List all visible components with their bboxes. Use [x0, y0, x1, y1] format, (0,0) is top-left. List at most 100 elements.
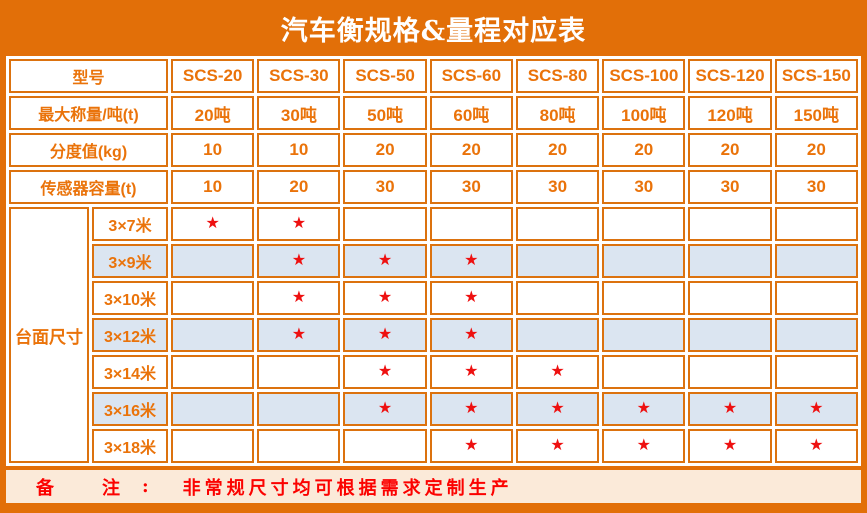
note-label-char1: 备 [36, 477, 54, 499]
star-mark-5-3: ★ [429, 392, 513, 426]
empty-cell-0-7 [774, 207, 858, 241]
param-0-value-2: 50吨 [343, 96, 427, 130]
empty-cell-1-4 [515, 244, 600, 278]
star-mark-2-3: ★ [429, 281, 513, 315]
star-mark-4-4: ★ [515, 355, 600, 389]
note-label-char2: 注 [102, 477, 120, 499]
empty-cell-4-1 [257, 355, 341, 389]
empty-cell-0-2 [343, 207, 427, 241]
star-mark-0-0: ★ [171, 207, 255, 241]
platform-size-label-6: 3×18米 [92, 429, 169, 463]
model-header-scs-60: SCS-60 [429, 59, 513, 93]
empty-cell-5-1 [257, 392, 341, 426]
param-0-value-5: 100吨 [602, 96, 686, 130]
param-label-0: 最大称量/吨(t) [9, 96, 169, 130]
empty-cell-2-4 [515, 281, 600, 315]
param-row-0: 最大称量/吨(t) 20吨 30吨 50吨 60吨 80吨 100吨 120吨 150吨 [9, 96, 858, 130]
star-mark-5-5: ★ [602, 392, 686, 426]
empty-cell-6-0 [171, 429, 255, 463]
spec-table-body: 型号 SCS-20 SCS-30 SCS-50 SCS-60 SCS-80 SCS-100 S… [9, 59, 858, 463]
empty-cell-6-2 [343, 429, 427, 463]
empty-cell-5-0 [171, 392, 255, 426]
param-label-2: 传感器容量(t) [9, 170, 169, 204]
star-mark-2-1: ★ [257, 281, 341, 315]
model-row: 型号 SCS-20 SCS-30 SCS-50 SCS-60 SCS-80 SCS-100 S… [9, 59, 858, 93]
platform-row-2: 3×10米 ★ ★ ★ [9, 281, 858, 315]
model-header-scs-80: SCS-80 [515, 59, 600, 93]
param-0-value-1: 30吨 [257, 96, 341, 130]
param-row-1: 分度值(kg) 10 10 20 20 20 20 20 20 [9, 133, 858, 167]
param-0-value-7: 150吨 [774, 96, 858, 130]
star-mark-6-3: ★ [429, 429, 513, 463]
empty-cell-3-6 [688, 318, 772, 352]
model-header-scs-50: SCS-50 [343, 59, 427, 93]
param-0-value-4: 80吨 [515, 96, 600, 130]
star-mark-1-3: ★ [429, 244, 513, 278]
param-row-2: 传感器容量(t) 10 20 30 30 30 30 30 30 [9, 170, 858, 204]
empty-cell-1-0 [171, 244, 255, 278]
spec-table: 型号 SCS-20 SCS-30 SCS-50 SCS-60 SCS-80 SCS-100 S… [6, 56, 861, 466]
param-0-value-6: 120吨 [688, 96, 772, 130]
star-mark-5-6: ★ [688, 392, 772, 426]
empty-cell-2-0 [171, 281, 255, 315]
star-mark-4-3: ★ [429, 355, 513, 389]
star-mark-3-2: ★ [343, 318, 427, 352]
empty-cell-6-1 [257, 429, 341, 463]
star-mark-4-2: ★ [343, 355, 427, 389]
star-mark-6-6: ★ [688, 429, 772, 463]
star-mark-1-2: ★ [343, 244, 427, 278]
empty-cell-3-4 [515, 318, 600, 352]
platform-size-label-2: 3×10米 [92, 281, 169, 315]
model-header-scs-20: SCS-20 [171, 59, 255, 93]
platform-size-label-1: 3×9米 [92, 244, 169, 278]
model-header-scs-100: SCS-100 [602, 59, 686, 93]
note-row: 备 注 : 非常规尺寸均可根据需求定制生产 [6, 470, 861, 503]
platform-row-1: 3×9米 ★ ★ ★ [9, 244, 858, 278]
empty-cell-3-7 [774, 318, 858, 352]
empty-cell-4-7 [774, 355, 858, 389]
platform-row-6: 3×18米 ★ ★ ★ ★ ★ [9, 429, 858, 463]
platform-row-3: 3×12米 ★ ★ ★ [9, 318, 858, 352]
page-title: 汽车衡规格&量程对应表 [280, 15, 587, 47]
empty-cell-0-3 [429, 207, 513, 241]
platform-section-label: 台面尺寸 [9, 207, 89, 463]
star-mark-5-4: ★ [515, 392, 600, 426]
star-mark-1-1: ★ [257, 244, 341, 278]
empty-cell-3-5 [602, 318, 686, 352]
param-2-value-5: 30 [602, 170, 686, 204]
param-1-value-7: 20 [774, 133, 858, 167]
model-header-scs-30: SCS-30 [257, 59, 341, 93]
platform-row-0: 台面尺寸 3×7米 ★ ★ [9, 207, 858, 463]
platform-size-label-5: 3×16米 [92, 392, 169, 426]
param-1-value-6: 20 [688, 133, 772, 167]
param-1-value-0: 10 [171, 133, 255, 167]
param-2-value-6: 30 [688, 170, 772, 204]
star-mark-3-1: ★ [257, 318, 341, 352]
model-header-scs-120: SCS-120 [688, 59, 772, 93]
empty-cell-4-5 [602, 355, 686, 389]
param-1-value-5: 20 [602, 133, 686, 167]
empty-cell-1-5 [602, 244, 686, 278]
empty-cell-0-6 [688, 207, 772, 241]
model-header-scs-150: SCS-150 [774, 59, 858, 93]
param-1-value-3: 20 [429, 133, 513, 167]
param-label-1: 分度值(kg) [9, 133, 169, 167]
empty-cell-1-7 [774, 244, 858, 278]
param-2-value-0: 10 [171, 170, 255, 204]
model-row-label: 型号 [9, 59, 169, 93]
param-2-value-1: 20 [257, 170, 341, 204]
platform-row-5: 3×16米 ★ ★ ★ ★ ★ ★ [9, 392, 858, 426]
star-mark-6-7: ★ [774, 429, 858, 463]
star-mark-0-1: ★ [257, 207, 341, 241]
empty-cell-0-4 [515, 207, 600, 241]
empty-cell-3-0 [171, 318, 255, 352]
note-colon: : [142, 476, 149, 497]
platform-size-label-4: 3×14米 [92, 355, 169, 389]
param-0-value-3: 60吨 [429, 96, 513, 130]
param-2-value-3: 30 [429, 170, 513, 204]
param-2-value-2: 30 [343, 170, 427, 204]
star-mark-5-2: ★ [343, 392, 427, 426]
param-0-value-0: 20吨 [171, 96, 255, 130]
platform-row-4: 3×14米 ★ ★ ★ [9, 355, 858, 389]
